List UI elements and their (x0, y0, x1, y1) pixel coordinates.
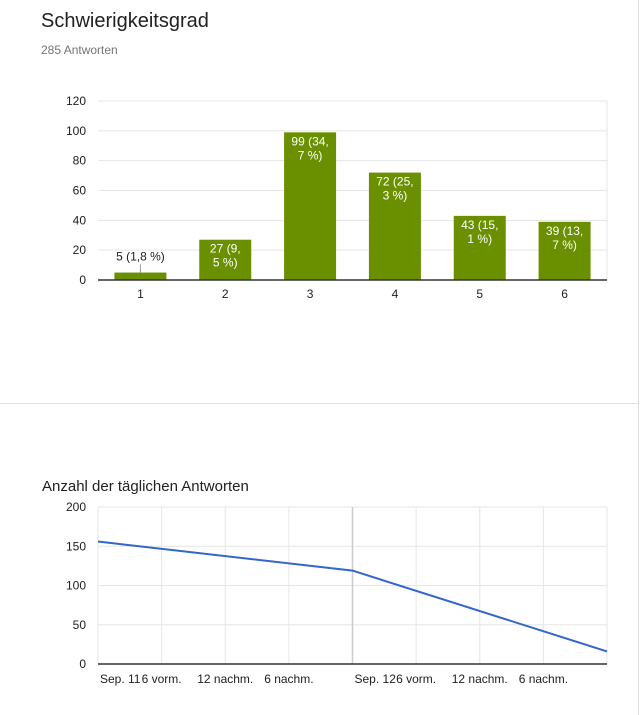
bar (368, 172, 421, 280)
series-line (97, 540, 608, 653)
bar-chart: 0 20 40 60 80 100 120 5 (1,8 %) 1 27 (9,5 %) 2 99 (… (66, 94, 608, 301)
x-tick-label: 6 nachm. (264, 672, 313, 686)
data-label: 43 (15, (461, 218, 498, 232)
bar (114, 272, 167, 280)
data-label: 39 (13, (546, 224, 583, 238)
card-edge (638, 0, 639, 715)
y-tick-label: 20 (73, 243, 87, 257)
y-tick-label: 50 (73, 618, 87, 632)
bar (453, 215, 506, 280)
x-tick-label: 4 (392, 287, 399, 301)
y-tick-label: 100 (66, 124, 86, 138)
response-count: 285 Antworten (41, 43, 118, 57)
bar (538, 221, 591, 280)
data-label: 5 %) (213, 256, 238, 270)
section-divider (0, 403, 638, 404)
data-label: 5 (1,8 %) (116, 250, 165, 264)
x-tick-label: Sep. 11 (100, 672, 141, 686)
x-tick-label: 6 vorm. (142, 672, 182, 686)
x-tick-label: 12 nachm. (452, 672, 508, 686)
x-tick-label: 6 (561, 287, 568, 301)
x-tick-label: 1 (137, 287, 144, 301)
y-tick-label: 100 (66, 579, 86, 593)
x-tick-label: 12 nachm. (197, 672, 253, 686)
x-tick-label: 2 (222, 287, 229, 301)
y-tick-label: 60 (73, 184, 87, 198)
data-label: 7 %) (552, 238, 577, 252)
bar (284, 132, 337, 280)
y-tick-label: 0 (79, 657, 86, 671)
bar (199, 239, 252, 280)
data-label: 27 (9, (210, 242, 241, 256)
data-label: 99 (34, (291, 134, 328, 148)
y-tick-label: 200 (66, 500, 86, 514)
x-tick-label: 3 (307, 287, 314, 301)
data-label: 3 %) (383, 189, 408, 203)
question-title: Schwierigkeitsgrad (41, 10, 209, 32)
data-label: 72 (25, (376, 175, 413, 189)
y-tick-label: 120 (66, 94, 86, 108)
y-tick-label: 150 (66, 539, 86, 553)
y-tick-label: 80 (73, 154, 87, 168)
y-tick-label: 0 (79, 273, 86, 287)
line-chart-title: Anzahl der täglichen Antworten (42, 478, 249, 495)
data-label: 7 %) (298, 148, 323, 162)
data-label: 1 %) (467, 232, 492, 246)
y-tick-label: 40 (73, 213, 87, 227)
x-tick-label: 6 vorm. (396, 672, 436, 686)
x-tick-label: 6 nachm. (519, 672, 568, 686)
x-tick-label: 5 (476, 287, 483, 301)
x-tick-label: Sep. 12 (355, 672, 397, 686)
